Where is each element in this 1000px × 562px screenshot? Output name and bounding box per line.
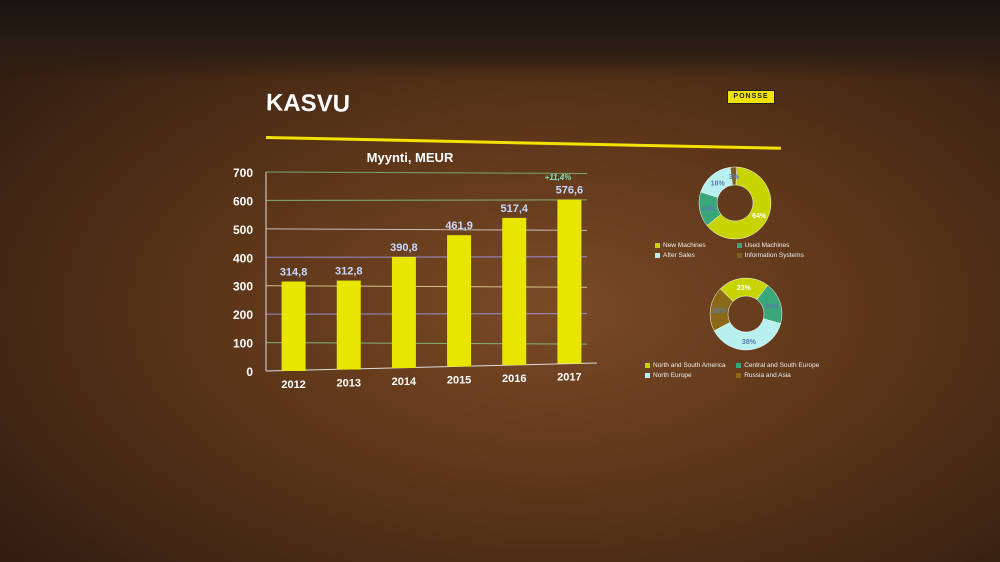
legend-item: Central and South Europe: [736, 362, 827, 369]
x-tick-label: 2012: [281, 379, 305, 391]
legend-swatch: [736, 372, 742, 378]
legend-item: North and South America: [645, 362, 736, 369]
legend-swatch: [645, 362, 650, 368]
y-tick-label: 600: [233, 194, 253, 208]
donut-value-label: 64%: [752, 213, 767, 220]
gridline: [265, 171, 588, 174]
donut-slice-information-systems: [729, 166, 738, 186]
legend-item: After Sales: [655, 252, 737, 259]
donut-slice-russia-and-asia: [709, 288, 734, 332]
donut-value-label: 23%: [737, 285, 752, 292]
bar-value-label: 517,4: [500, 203, 528, 215]
ceiling: [0, 0, 1000, 80]
legend-swatch: [645, 372, 650, 378]
donut-value-label: 3%: [729, 174, 740, 181]
legend-label: Information Systems: [744, 252, 804, 259]
donut-slice-north-europe: [713, 318, 782, 351]
legend-label: Central and South Europe: [744, 362, 820, 369]
donut-value-label: 16%: [701, 206, 716, 213]
y-tick-label: 500: [233, 223, 253, 237]
legend-swatch: [736, 362, 742, 368]
ponsse-logo: PONSSE: [727, 90, 775, 104]
y-tick-label: 300: [233, 280, 253, 294]
bar-value-label: 461,9: [445, 220, 473, 232]
gridline: [265, 285, 588, 288]
y-tick-label: 200: [233, 308, 253, 322]
legend-label: New Machines: [663, 242, 706, 249]
donut-value-label: 18%: [711, 180, 726, 187]
growth-annotation: +11,4%: [545, 173, 572, 182]
bar-2016: [502, 217, 527, 365]
gridline: [265, 199, 588, 201]
donut2-legend: North and South America Central and South…: [645, 362, 835, 382]
y-tick-label: 400: [233, 251, 253, 265]
legend-item: North Europe: [645, 372, 736, 379]
bar-2015: [447, 235, 472, 367]
y-tick-label: 700: [233, 166, 253, 180]
chart-title: Myynti, MEUR: [367, 150, 454, 165]
gridline: [265, 313, 588, 315]
x-tick-label: 2016: [502, 373, 526, 385]
bar-2017: [557, 199, 582, 364]
legend-label: After Sales: [663, 252, 695, 259]
gridline: [265, 256, 588, 258]
bar-2012: [281, 281, 306, 371]
x-axis: [265, 362, 598, 372]
donut-value-label: 38%: [742, 339, 757, 346]
donut-value-label: 19%: [765, 303, 780, 310]
legend-swatch: [655, 252, 660, 258]
y-tick-label: 100: [233, 337, 253, 351]
legend-item: New Machines: [655, 242, 737, 249]
bar-value-label: 314,8: [280, 267, 308, 279]
x-tick-label: 2013: [337, 378, 361, 390]
donut1-legend: New Machines Used Machines After Sales Info…: [655, 242, 825, 262]
bar-value-label: 390,8: [390, 242, 418, 254]
bar-value-label: 576,6: [556, 185, 584, 197]
legend-swatch: [736, 242, 742, 248]
legend-label: North Europe: [653, 372, 692, 379]
legend-swatch: [655, 242, 660, 248]
y-tick-label: 0: [246, 365, 253, 379]
x-tick-label: 2017: [557, 372, 581, 384]
legend-label: North and South America: [653, 362, 726, 369]
legend-item: Used Machines: [736, 242, 819, 249]
donut-slice-new-machines: [706, 166, 772, 240]
legend-swatch: [736, 252, 742, 258]
legend-label: Used Machines: [744, 242, 790, 249]
legend-item: Information Systems: [736, 252, 819, 259]
legend-item: Russia and Asia: [736, 372, 827, 379]
legend-label: Russia and Asia: [744, 372, 791, 379]
bar-value-label: 312,8: [335, 266, 363, 278]
bar-2013: [336, 280, 361, 370]
x-tick-label: 2014: [392, 376, 417, 388]
donut-value-label: 20%: [712, 308, 727, 315]
gridline: [265, 342, 588, 345]
bar-2014: [391, 256, 416, 368]
x-tick-label: 2015: [447, 375, 471, 387]
gridline: [265, 228, 588, 231]
